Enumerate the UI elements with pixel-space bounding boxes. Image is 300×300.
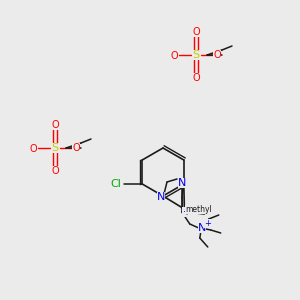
Text: ·⁻: ·⁻ [181,52,188,61]
Text: O: O [170,51,178,61]
Text: N: N [178,178,186,188]
Text: O: O [72,143,80,153]
Text: Cl: Cl [111,179,122,189]
Text: O: O [192,27,200,37]
Text: S: S [51,143,58,153]
Text: S: S [192,50,200,60]
Text: O: O [192,73,200,83]
Text: O: O [29,144,37,154]
Text: O: O [51,120,59,130]
Text: ·⁻: ·⁻ [40,145,46,154]
Text: +: + [182,207,190,217]
Text: +: + [204,218,211,227]
Text: methyl: methyl [185,205,212,214]
Text: O: O [51,166,59,176]
Text: N: N [157,192,165,202]
Text: O: O [213,50,221,60]
Text: N: N [198,223,206,233]
